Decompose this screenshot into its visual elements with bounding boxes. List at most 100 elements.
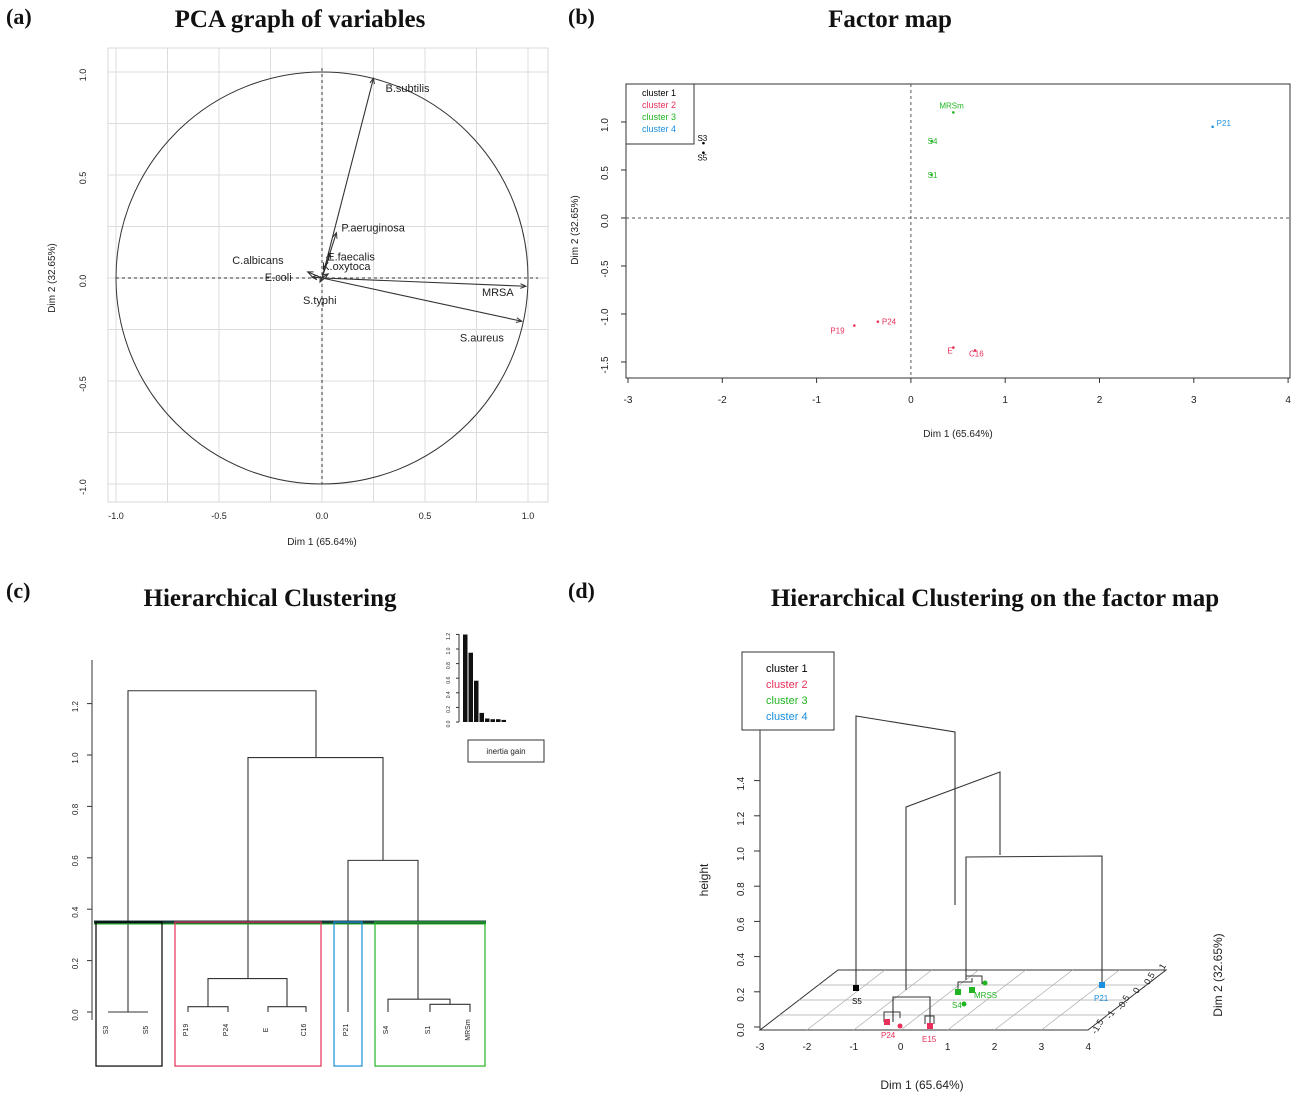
factor-point [702,151,705,155]
inertia-y-tick-label: 0.6 [446,677,452,684]
factor-legend-entry: cluster 2 [642,100,676,110]
factor-legend-entry: cluster 4 [642,124,676,134]
panel-c-title: Hierarchical Clustering [143,585,397,612]
pca-vector-arrowhead [332,231,338,239]
pca-x-axis-label: Dim 1 (65.64%) [287,537,356,548]
pca-vector-label: S.typhi [303,295,337,307]
pca-x-tick-label: -0.5 [211,511,227,521]
inertia-bar [479,712,484,722]
panel-c-label: (c) [6,578,31,603]
dendro-leaf-label: S4 [383,1026,390,1035]
d3-legend-entry: cluster 2 [766,679,808,691]
pca-vector-arrow [321,253,331,279]
factor-x-tick-label: -3 [624,395,633,406]
d3-height-tick-label: 0.0 [736,1023,747,1037]
pca-y-tick-label: 1.0 [78,69,88,82]
dendro-branch-p21-cluster3 [347,859,419,1012]
pca-vector-arrowhead [319,276,325,284]
dendro-y-tick-label: 0.0 [71,1009,80,1021]
pca-vector-arrowhead [369,76,375,85]
dendro-leaf-label: P19 [183,1024,190,1037]
factor-legend-entry: cluster 3 [642,112,676,122]
factor-point-label: P21 [1217,119,1232,128]
d3-branch-root [855,715,956,988]
inertia-bar [485,718,490,722]
inertia-y-tick-label: 0.2 [446,706,452,713]
inertia-bar [474,680,479,722]
d3-height-tick-label: 1.4 [736,776,747,790]
dendro-leaf-label: P21 [343,1024,350,1037]
pca-y-tick-label: -1.0 [78,479,88,495]
d3-x-tick-label: -2 [802,1042,811,1053]
dendro-branch-cluster2-rest [247,757,384,979]
factor-point [952,111,955,114]
d3-branch-p24 [883,1011,901,1022]
factor-point-label: S1 [928,171,938,180]
d3-branch-cluster2 [892,996,931,1024]
inertia-y-tick-label: 1.0 [446,647,452,654]
factor-y-tick-label: 0.0 [600,214,611,228]
d3-branch-l2 [905,771,1001,990]
factor-x-tick-label: 3 [1191,395,1197,406]
factor-point [973,349,977,352]
dendro-y-tick-label: 0.8 [71,803,80,815]
factor-x-tick-label: -1 [812,395,821,406]
d3-y-axis-label: Dim 2 (32.65%) [1211,933,1225,1016]
panel-d-title: Hierarchical Clustering on the factor ma… [770,585,1220,612]
dendro-cluster1-box [95,921,163,1067]
d3-height-tick-label: 0.4 [736,952,747,966]
factor-point [952,346,955,349]
d3-height-tick-label: 0.6 [736,917,747,931]
dendro-y-tick-label: 0.2 [71,957,80,969]
factor-point [930,173,933,177]
d3-branch-cluster3b [965,975,983,984]
pca-vector-label: B.subtilis [386,83,431,95]
factor-y-tick-label: 0.5 [600,166,611,180]
pca-y-tick-label: -0.5 [78,376,88,392]
d3-x-tick-label: 4 [1086,1042,1092,1053]
pca-vector-label: E.faecalis [327,251,375,263]
d3-branch-l3 [965,855,1103,985]
pca-vector-arrowhead [306,271,314,277]
dendro-branch-root [127,690,317,1012]
pca-y-axis-label: Dim 2 (32.65%) [47,243,58,312]
dendro-leaf-label: P24 [223,1024,230,1037]
pca-x-tick-label: 0.0 [316,511,329,521]
d3-branch-e15 [924,1015,935,1024]
pca-y-tick-label: 0.0 [78,275,88,288]
pca-vector-arrowhead [310,274,318,281]
d3-point-label: S4 [952,1001,962,1010]
dendro-cluster3-box [374,921,486,1067]
inertia-y-tick-label: 1.2 [446,633,452,640]
d3-height-tick-label: 0.8 [736,882,747,896]
factor-point [930,139,933,143]
d3-branch-cluster3 [957,978,973,990]
pca-vector-arrow [321,277,526,287]
factor-y-tick-label: -0.5 [600,260,611,278]
dendro-y-tick-label: 1.2 [71,700,80,712]
dendro-leaf-label: S5 [143,1026,150,1035]
factor-plot-box [625,83,1291,379]
pca-vector-label: C.albicans [232,255,284,267]
d3-cluster-point [927,1023,933,1029]
d3-cluster-point [961,1001,967,1007]
inertia-y-tick-label: 0.8 [446,662,452,669]
d3-cluster-point [955,989,961,995]
factor-legend-entry: cluster 1 [642,88,676,98]
pca-y-tick-label: 0.5 [78,172,88,185]
factor-point-label: C16 [969,349,984,358]
dendro-leaf-label: C16 [301,1023,308,1036]
factor-x-tick-label: 1 [1002,395,1008,406]
d3-legend-entry: cluster 1 [766,663,808,675]
dendro-branch-p19-p24 [187,1006,229,1012]
dendro-y-tick-label: 0.4 [71,906,80,918]
d3-height-label: height [697,863,711,896]
d3-point-label: S5 [852,997,862,1006]
panel-a-label: (a) [6,4,32,29]
inertia-bar [468,652,473,722]
dendro-leaf-label: E [263,1027,270,1032]
pca-vector-arrowhead [325,252,332,260]
inertia-label: inertia gain [486,747,525,756]
d3-height-tick-label: 1.0 [736,847,747,861]
